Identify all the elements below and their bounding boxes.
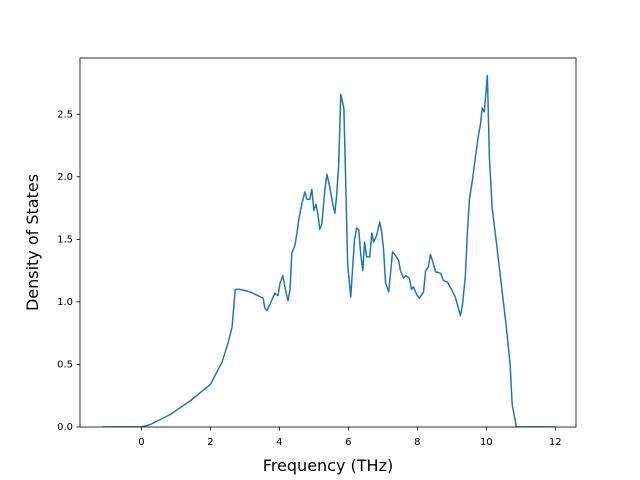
x-tick-label: 0 xyxy=(138,437,144,448)
plot-frame xyxy=(79,57,577,428)
y-tick-label: 0.5 xyxy=(57,359,73,370)
x-tick-label: 10 xyxy=(480,437,493,448)
y-tick-label: 0.0 xyxy=(57,422,73,433)
x-tick-label: 8 xyxy=(414,437,420,448)
y-axis-label: Density of States xyxy=(23,174,42,311)
y-tick-label: 2.5 xyxy=(57,109,73,120)
x-axis-label: Frequency (THz) xyxy=(263,456,393,475)
y-tick-label: 1.0 xyxy=(57,297,73,308)
x-tick-label: 4 xyxy=(276,437,282,448)
x-tick-label: 2 xyxy=(207,437,213,448)
y-tick-label: 2.0 xyxy=(57,172,73,183)
x-tick-label: 12 xyxy=(549,437,562,448)
line xyxy=(102,74,556,427)
y-tick-label: 1.5 xyxy=(57,234,73,245)
x-tick-label: 6 xyxy=(345,437,351,448)
